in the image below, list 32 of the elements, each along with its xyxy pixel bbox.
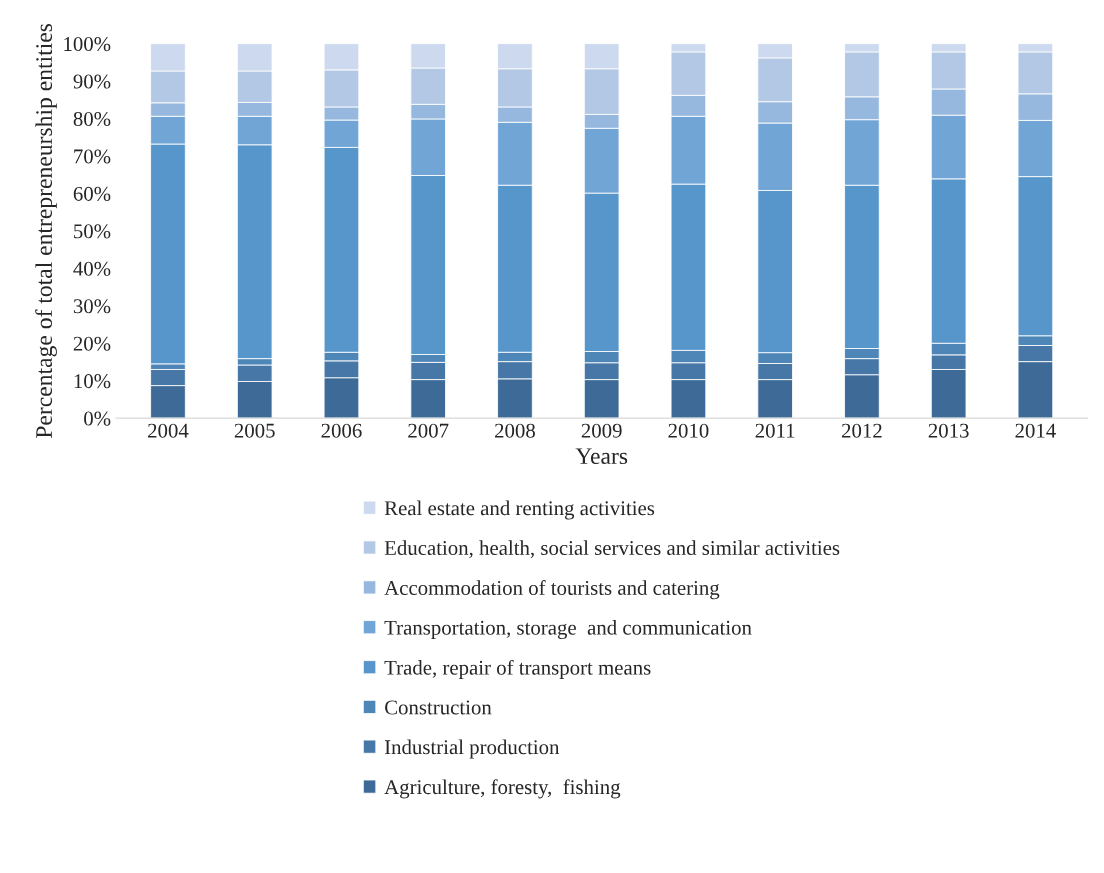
x-tick-label: 2012 — [841, 423, 882, 438]
x-tick-label: 2013 — [928, 423, 969, 438]
y-tick-label: 0% — [84, 411, 111, 426]
y-tick-label: 40% — [73, 261, 111, 276]
y-tick-label: 90% — [73, 74, 111, 89]
legend-label: Accommodation of tourists and catering — [384, 580, 720, 600]
legend-label: Real estate and renting activities — [384, 500, 655, 520]
legend-label: Agriculture, foresty, fishing — [384, 779, 621, 799]
legend-label: Transportation, storage and communication — [384, 620, 752, 640]
legend-label: Trade, repair of transport means — [384, 659, 651, 679]
legend-label: Construction — [385, 700, 492, 715]
y-tick-label: 50% — [74, 224, 111, 239]
x-tick-label: 2008 — [495, 423, 535, 438]
legend-label: Industrial production — [384, 739, 560, 759]
x-tick-label: 2011 — [755, 423, 795, 438]
x-tick-label: 2004 — [148, 423, 189, 438]
x-tick-label: 2007 — [408, 423, 449, 438]
y-tick-label: 60% — [73, 186, 111, 201]
y-tick-label: 100% — [64, 37, 111, 52]
y-axis-title: Percentage of total entrepreneurship entities — [35, 23, 57, 439]
y-tick-label: 10% — [74, 374, 111, 389]
y-tick-label: 70% — [74, 149, 111, 164]
y-tick-label: 20% — [73, 336, 111, 351]
x-tick-label: 2005 — [234, 423, 275, 438]
legend-label: Education, health, social services and similar activities — [384, 540, 840, 559]
x-tick-label: 2006 — [321, 423, 362, 438]
x-tick-label: 2009 — [581, 423, 622, 438]
y-tick-label: 80% — [73, 111, 111, 127]
x-axis-title: Years — [575, 448, 628, 465]
y-tick-label: 30% — [73, 299, 111, 314]
x-tick-label: 2014 — [1015, 423, 1056, 438]
x-tick-label: 2010 — [668, 423, 709, 438]
